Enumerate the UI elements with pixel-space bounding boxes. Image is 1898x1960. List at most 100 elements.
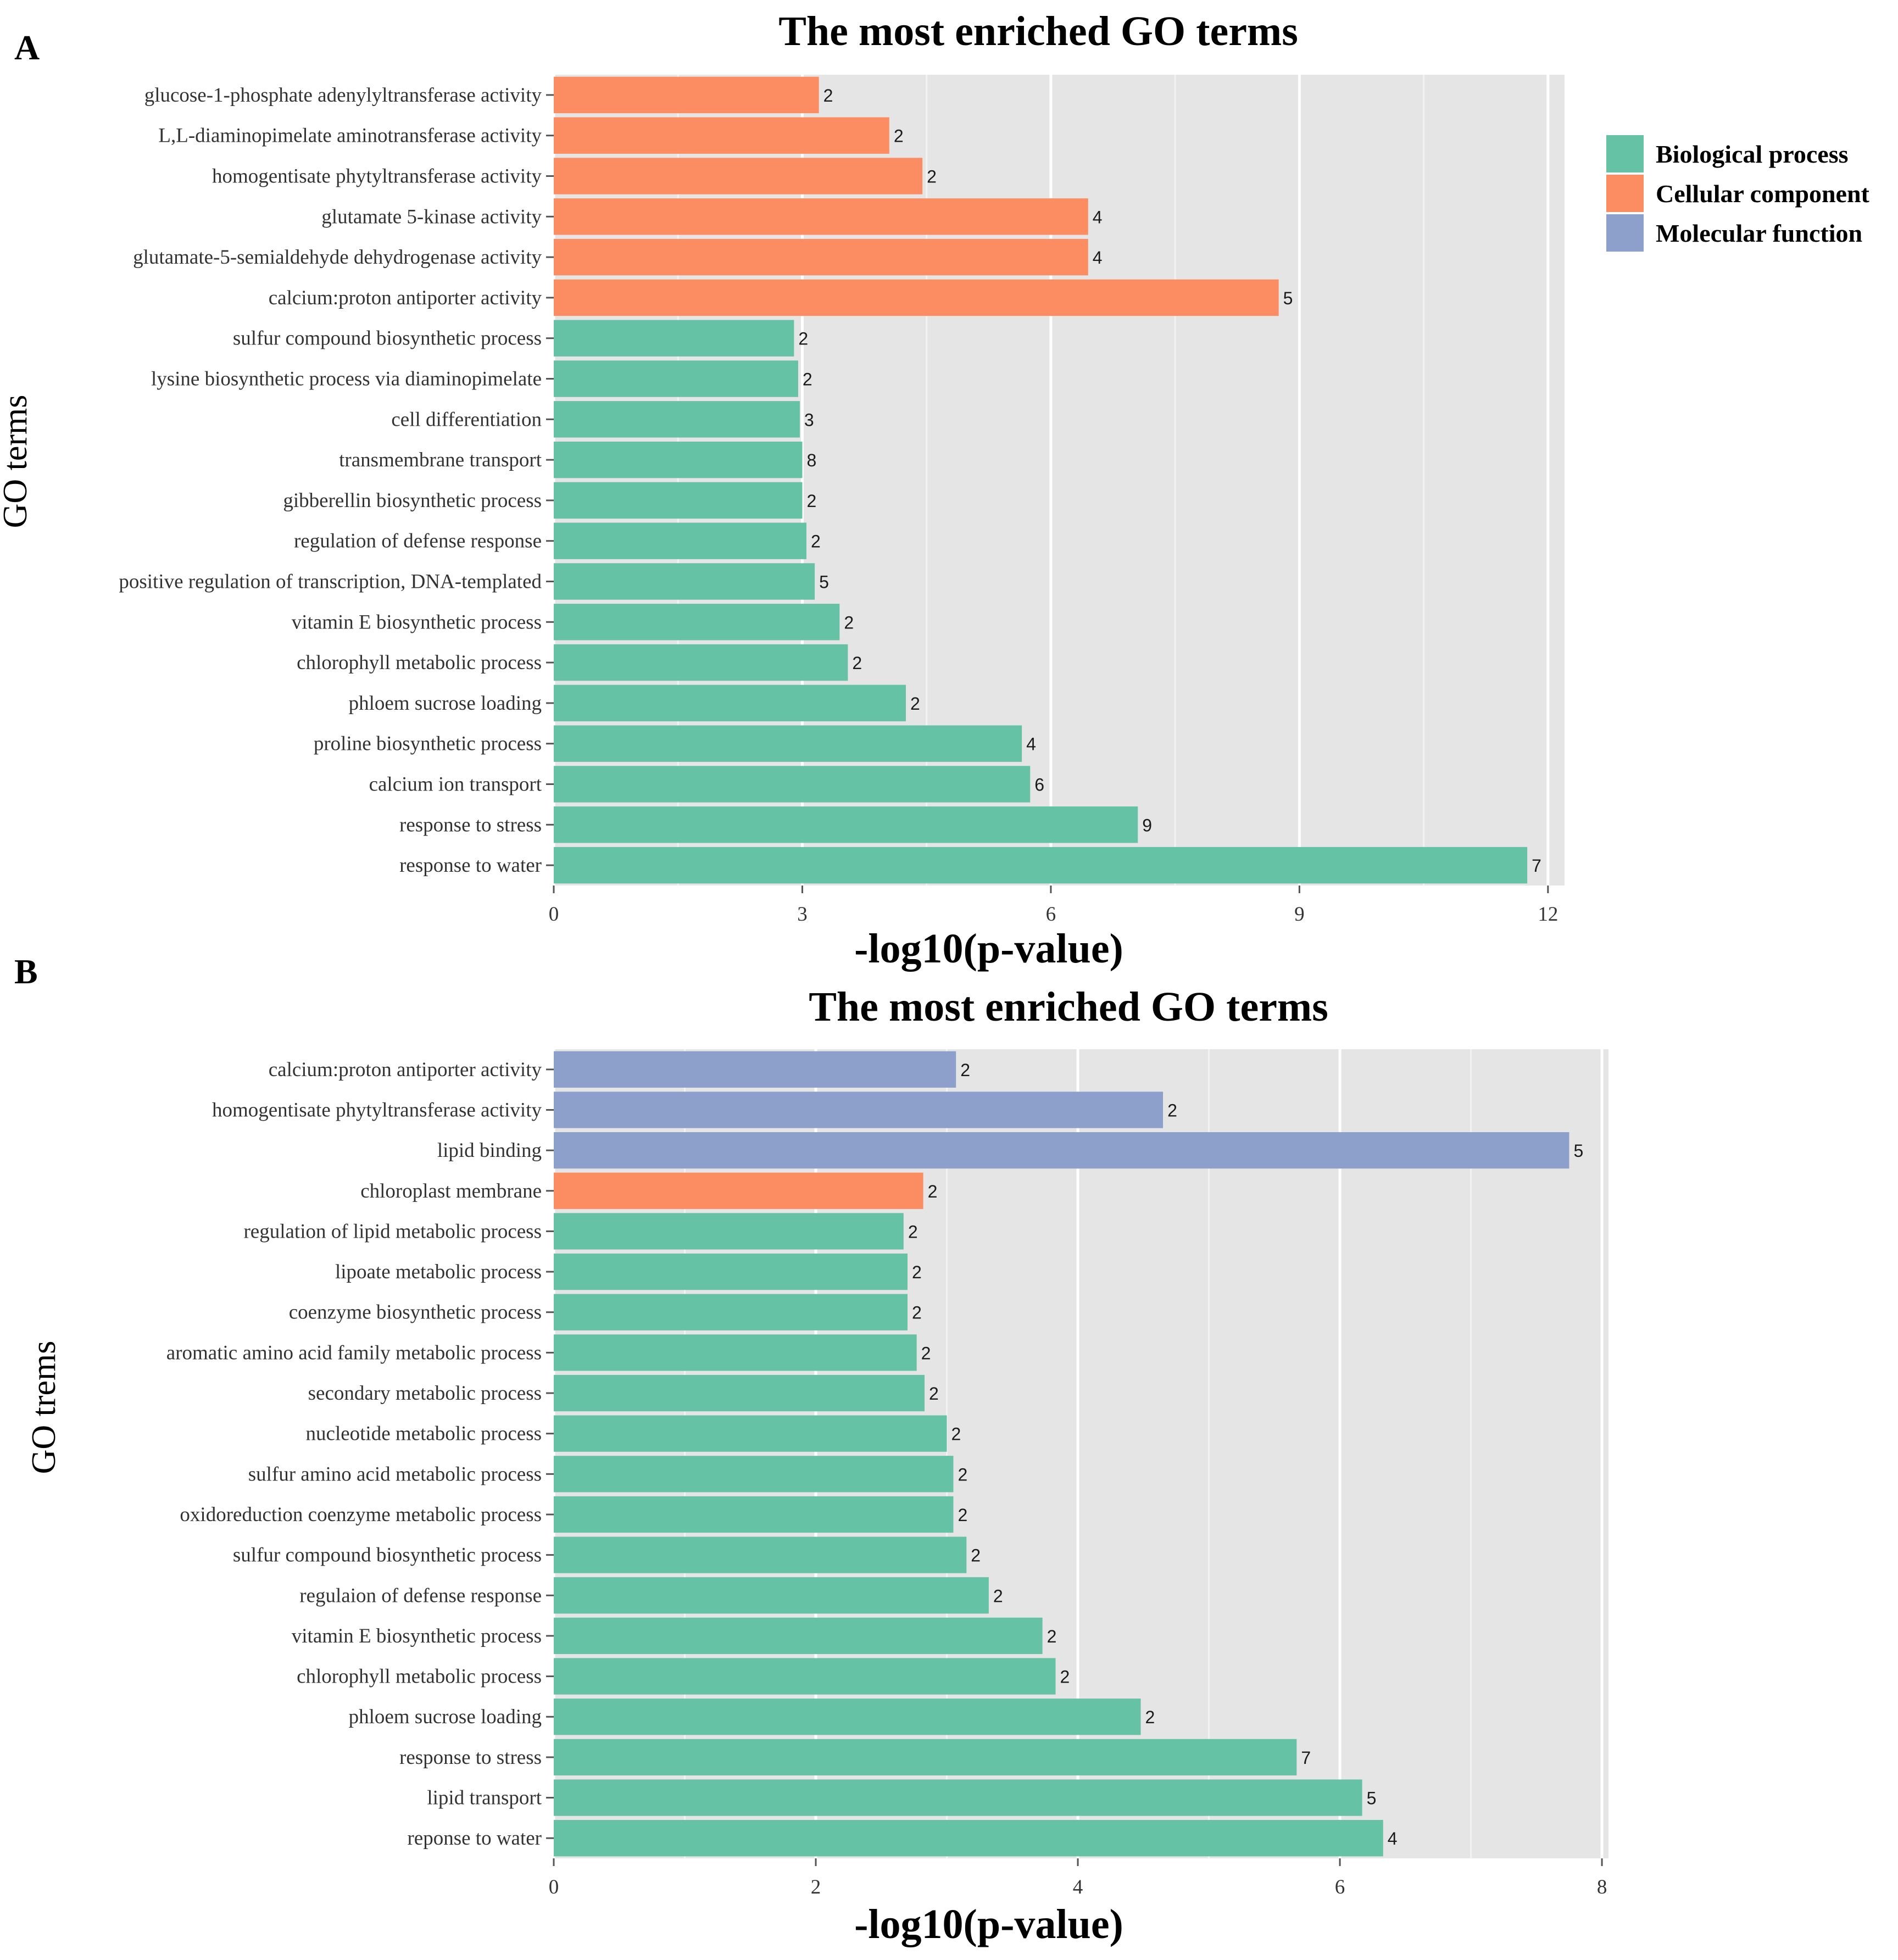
bar-count-label: 3	[804, 410, 814, 430]
y-axis-title: GO terms	[0, 395, 34, 528]
legend-swatch-biological-process	[1606, 135, 1644, 172]
legend-label: Molecular function	[1656, 219, 1862, 247]
plot-panel-background	[554, 75, 1565, 886]
legend-swatch-cellular-component	[1606, 175, 1644, 212]
bar-count-label: 2	[1060, 1667, 1070, 1687]
bar-biological-process	[554, 1374, 925, 1412]
bar-biological-process	[554, 684, 906, 722]
bar-biological-process	[554, 1334, 917, 1371]
bar-count-label: 7	[1532, 856, 1541, 876]
bar-count-label: 2	[927, 167, 937, 187]
panel-label: A	[14, 28, 40, 67]
bar-count-label: 4	[1093, 248, 1103, 268]
bar-biological-process	[554, 847, 1528, 884]
chart-title: The most enriched GO terms	[809, 984, 1328, 1030]
y-tick-label: calcium ion transport	[369, 773, 542, 796]
panel-a: 0 3 6 9 12 2 glucose-1-phosphate adenylyltrans…	[0, 8, 1565, 972]
y-tick-label: lysine biosynthetic process via diaminop…	[151, 368, 542, 391]
bar-cellular-component	[554, 76, 819, 114]
bar-biological-process	[554, 806, 1138, 843]
bar-biological-process	[554, 644, 848, 681]
y-tick-label: phloem sucrose loading	[349, 1706, 542, 1728]
bar-biological-process	[554, 725, 1022, 762]
y-tick-label: chlorophyll metabolic process	[297, 652, 542, 674]
legend-label: Cellular component	[1656, 180, 1870, 208]
bar-cellular-component	[554, 158, 923, 194]
bar-count-label: 2	[928, 1182, 938, 1201]
bar-count-label: 4	[1026, 734, 1036, 754]
x-tick-label: 6	[1335, 1876, 1345, 1898]
bar-biological-process	[554, 1536, 967, 1573]
bar-count-label: 2	[1167, 1100, 1177, 1120]
bar-biological-process	[554, 1779, 1362, 1816]
bar-count-label: 2	[958, 1465, 967, 1484]
y-tick-label: regulation of defense response	[294, 530, 542, 553]
bar-biological-process	[554, 401, 800, 438]
bar-count-label: 5	[1283, 288, 1293, 308]
bar-biological-process	[554, 604, 840, 641]
bar-biological-process	[554, 1415, 947, 1452]
y-tick-label: L,L-diaminopimelate aminotransferase act…	[158, 125, 542, 147]
bar-count-label: 2	[1047, 1627, 1057, 1646]
y-tick-label: nucleotide metabolic process	[306, 1423, 542, 1445]
x-axis-title: -log10(p-value)	[854, 926, 1123, 972]
bar-count-label: 2	[951, 1424, 961, 1444]
bar-biological-process	[554, 441, 803, 478]
y-tick-label: regulaion of defense response	[299, 1584, 542, 1607]
bar-biological-process	[554, 1294, 908, 1330]
y-tick-label: homogentisate phytyltransferase activity	[212, 1099, 542, 1121]
bar-biological-process	[554, 1253, 908, 1290]
bar-count-label: 4	[1388, 1829, 1398, 1848]
bar-count-label: 2	[960, 1060, 970, 1080]
y-tick-label: phloem sucrose loading	[349, 692, 542, 715]
bar-biological-process	[554, 482, 803, 519]
bar-count-label: 2	[912, 1262, 922, 1282]
y-axis-title: GO trems	[25, 1341, 63, 1474]
y-tick-label: sulfur compound biosynthetic process	[233, 1544, 542, 1567]
x-tick-label: 12	[1538, 903, 1558, 926]
y-tick-label: calcium:proton antiporter activity	[269, 287, 542, 309]
bar-count-label: 9	[1142, 815, 1152, 835]
bar-count-label: 2	[852, 653, 862, 673]
bar-biological-process	[554, 1577, 989, 1614]
bar-biological-process	[554, 1820, 1383, 1857]
y-tick-label: response to stress	[399, 1746, 542, 1769]
x-tick-label: 0	[549, 903, 559, 926]
bar-biological-process	[554, 1496, 954, 1533]
bar-count-label: 2	[910, 694, 920, 714]
y-tick-label: chloroplast membrane	[360, 1180, 542, 1202]
x-tick-label: 6	[1046, 903, 1056, 926]
y-tick-label: gibberellin biosynthetic process	[283, 489, 542, 512]
y-tick-label: transmembrane transport	[339, 449, 542, 471]
y-tick-label: response to stress	[399, 814, 542, 836]
bar-count-label: 2	[908, 1222, 918, 1241]
plot-panel-background	[554, 1049, 1608, 1858]
y-tick-label: chlorophyll metabolic process	[297, 1666, 542, 1688]
bar-count-label: 2	[993, 1586, 1003, 1606]
y-tick-label: lipid transport	[427, 1787, 542, 1809]
bar-biological-process	[554, 766, 1031, 803]
y-tick-label: sulfur compound biosynthetic process	[233, 327, 542, 350]
bar-cellular-component	[554, 198, 1088, 235]
panel-b: 0 2 4 6 8 2 calcium:proton antiporter activity…	[14, 952, 1608, 1947]
y-tick-label: coenzyme biosynthetic process	[289, 1301, 542, 1324]
x-tick-label: 9	[1294, 903, 1305, 926]
bar-biological-process	[554, 1739, 1297, 1776]
y-tick-label: vitamin E biosynthetic process	[292, 1625, 542, 1647]
bar-count-label: 2	[912, 1303, 922, 1323]
bar-count-label: 2	[803, 370, 812, 389]
bar-cellular-component	[554, 117, 889, 154]
bar-biological-process	[554, 360, 798, 397]
x-axis-title: -log10(p-value)	[854, 1901, 1123, 1947]
y-tick-label: positive regulation of transcription, DN…	[119, 571, 542, 593]
y-tick-label: glutamate-5-semialdehyde dehydrogenase a…	[133, 246, 542, 269]
bar-count-label: 5	[1573, 1141, 1583, 1161]
bar-molecular-function	[554, 1051, 956, 1088]
bar-molecular-function	[554, 1092, 1164, 1128]
y-tick-label: homogentisate phytyltransferase activity	[212, 165, 542, 188]
panel-label: B	[14, 952, 38, 991]
y-tick-label: reponse to water	[407, 1827, 542, 1850]
bar-cellular-component	[554, 279, 1279, 316]
y-tick-label: response to water	[399, 854, 542, 877]
